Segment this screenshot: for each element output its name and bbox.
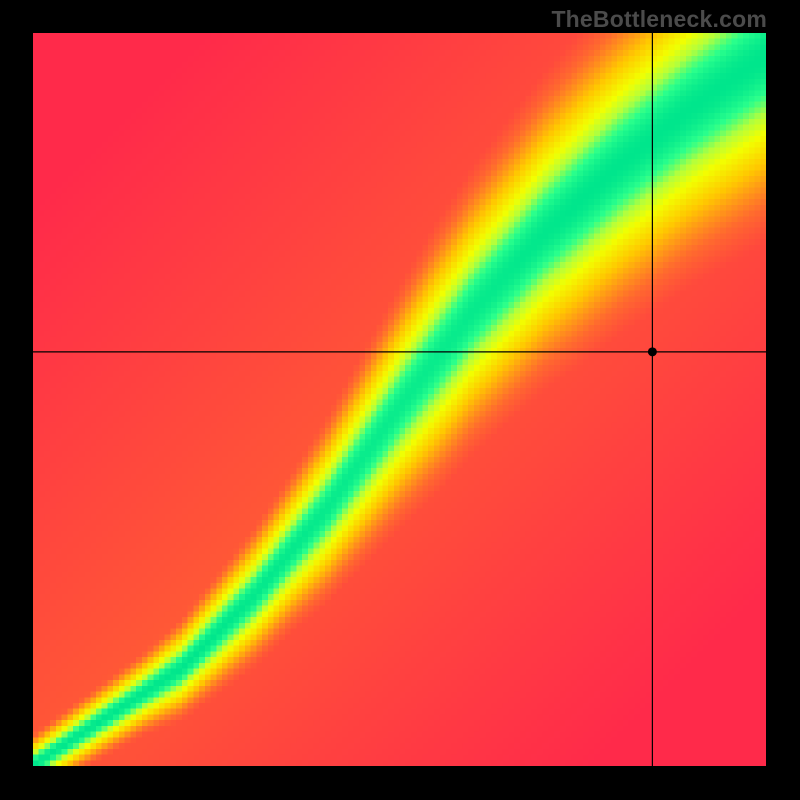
bottleneck-heatmap — [33, 33, 766, 766]
chart-container: TheBottleneck.com — [0, 0, 800, 800]
watermark-text: TheBottleneck.com — [551, 6, 767, 33]
